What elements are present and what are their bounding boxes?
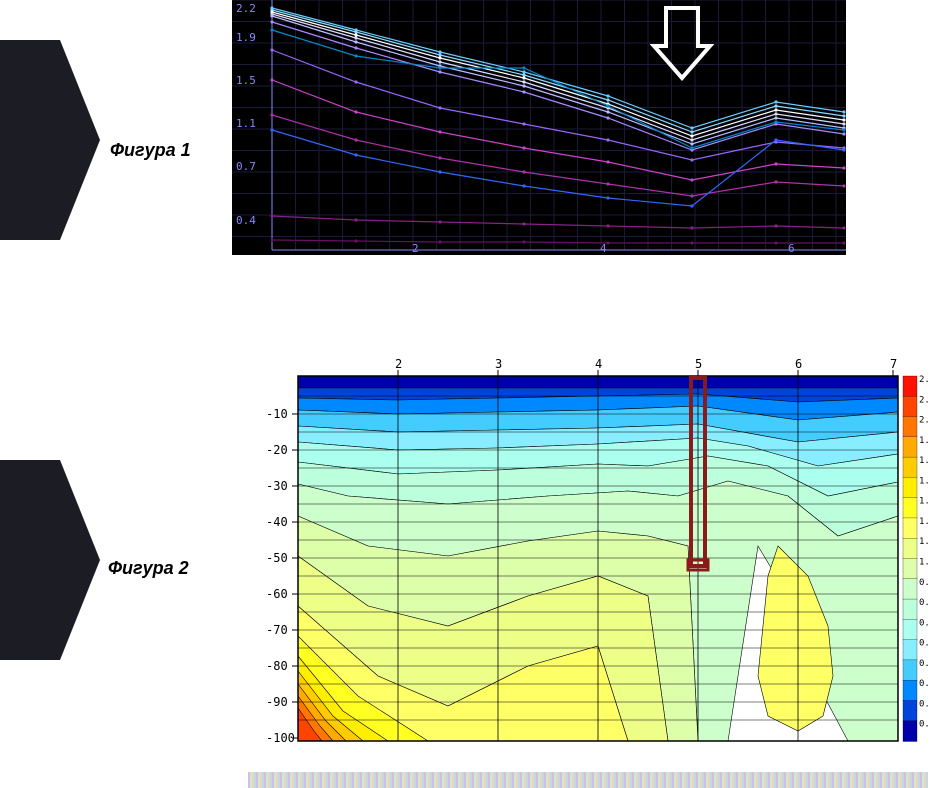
svg-text:-50: -50 [266,551,288,565]
svg-text:2.01: 2.01 [919,416,928,426]
svg-text:1.9: 1.9 [236,31,256,44]
svg-text:-100: -100 [266,731,295,745]
pentagon-marker-2 [0,460,100,660]
svg-text:0.81: 0.81 [919,598,928,608]
svg-text:0.54: 0.54 [919,639,928,649]
svg-text:1.1: 1.1 [236,117,256,130]
svg-text:-80: -80 [266,659,288,673]
svg-text:4: 4 [595,357,602,371]
pentagon-marker-1 [0,40,100,240]
svg-text:1.21: 1.21 [919,537,928,547]
svg-text:2.15: 2.15 [919,395,928,405]
svg-text:0.00: 0.00 [919,720,928,730]
svg-text:4: 4 [600,242,607,255]
svg-text:-30: -30 [266,479,288,493]
svg-text:0.40: 0.40 [919,659,928,669]
svg-text:-70: -70 [266,623,288,637]
svg-text:1.74: 1.74 [919,456,928,466]
line-chart-figure-1: 2.2 1.9 1.5 1.1 0.7 0.4 2 4 6 [232,0,846,255]
svg-text:0.67: 0.67 [919,618,928,628]
figure-2-label: Фигура 2 [108,558,189,579]
svg-text:6: 6 [795,357,802,371]
svg-text:2: 2 [412,242,419,255]
svg-text:0.27: 0.27 [919,679,928,689]
svg-text:0.4: 0.4 [236,214,256,227]
svg-text:-20: -20 [266,443,288,457]
svg-text:-60: -60 [266,587,288,601]
svg-text:6: 6 [788,242,795,255]
figure-1-label: Фигура 1 [110,140,191,161]
svg-text:3: 3 [495,357,502,371]
svg-text:0.94: 0.94 [919,578,928,588]
svg-text:1.61: 1.61 [919,476,928,486]
svg-text:-10: -10 [266,407,288,421]
svg-text:2.2: 2.2 [236,2,256,15]
svg-text:1.07: 1.07 [919,558,928,568]
svg-text:1.5: 1.5 [236,74,256,87]
svg-text:-40: -40 [266,515,288,529]
svg-text:5: 5 [695,357,702,371]
svg-text:1.48: 1.48 [919,497,928,507]
svg-text:0.7: 0.7 [236,160,256,173]
svg-text:0.13: 0.13 [919,699,928,709]
svg-text:2.28: 2.28 [919,375,928,385]
noise-strip [248,772,928,788]
svg-text:7: 7 [890,357,897,371]
svg-text:-90: -90 [266,695,288,709]
svg-text:1.34: 1.34 [919,517,928,527]
svg-text:2: 2 [395,357,402,371]
contour-chart-figure-2: 2 3 4 5 6 7 -10 -20 -30 -40 -50 -60 -70 -80 -90 -100 2.2… [248,346,928,756]
svg-text:1.88: 1.88 [919,436,928,446]
